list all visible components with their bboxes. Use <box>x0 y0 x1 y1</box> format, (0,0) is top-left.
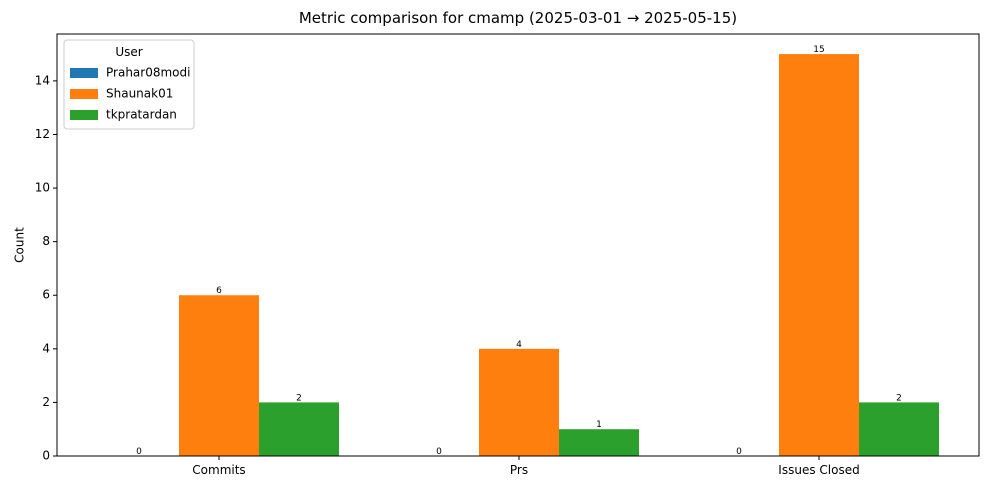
bar-value-label: 4 <box>516 340 522 350</box>
legend-label: tkpratardan <box>106 108 177 122</box>
y-tick-label: 2 <box>42 395 50 409</box>
bar-value-label: 6 <box>216 286 222 296</box>
bar-value-label: 1 <box>596 420 602 430</box>
bar-value-label: 15 <box>813 45 824 55</box>
bar-value-label: 0 <box>436 447 442 457</box>
bar <box>559 429 639 456</box>
y-tick-label: 14 <box>35 73 50 87</box>
y-tick-label: 10 <box>35 181 50 195</box>
x-tick-label: Issues Closed <box>778 463 859 477</box>
legend-swatch <box>70 89 98 99</box>
plot-area-frame <box>56 33 980 457</box>
x-tick-label: Prs <box>510 463 528 477</box>
bar-labels-group: 0 6 2 0 4 1 0 15 2 <box>136 45 902 457</box>
y-axis-label: Count <box>13 227 27 263</box>
legend-label: Prahar08modi <box>106 66 190 80</box>
legend-label: Shaunak01 <box>106 87 173 101</box>
bar <box>779 54 859 456</box>
legend-items: Prahar08modi Shaunak01 tkpratardan <box>70 66 190 122</box>
bar <box>259 402 339 456</box>
legend-title: User <box>115 45 142 59</box>
bar-value-label: 2 <box>296 393 302 403</box>
bar-value-label: 2 <box>896 393 902 403</box>
bar <box>479 348 559 456</box>
x-tick-label: Commits <box>192 463 245 477</box>
bar-value-label: 0 <box>136 447 142 457</box>
y-axis-ticks: 0 2 4 6 8 10 12 14 <box>35 73 57 463</box>
x-axis-ticks: Commits Prs Issues Closed <box>192 456 860 477</box>
chart-title: Metric comparison for cmamp (2025-03-01 … <box>299 9 737 27</box>
y-tick-label: 6 <box>42 288 50 302</box>
bars-group <box>179 54 939 456</box>
y-tick-label: 4 <box>42 341 50 355</box>
legend-box <box>63 39 195 130</box>
bar-value-label: 0 <box>736 447 742 457</box>
legend: User Prahar08modi Shaunak01 tkpratardan <box>63 39 195 130</box>
y-tick-label: 12 <box>35 127 50 141</box>
y-tick-label: 8 <box>42 234 50 248</box>
y-tick-label: 0 <box>42 449 50 463</box>
bar <box>179 295 259 456</box>
bar <box>859 402 939 456</box>
legend-swatch <box>70 110 98 120</box>
legend-swatch <box>70 68 98 78</box>
